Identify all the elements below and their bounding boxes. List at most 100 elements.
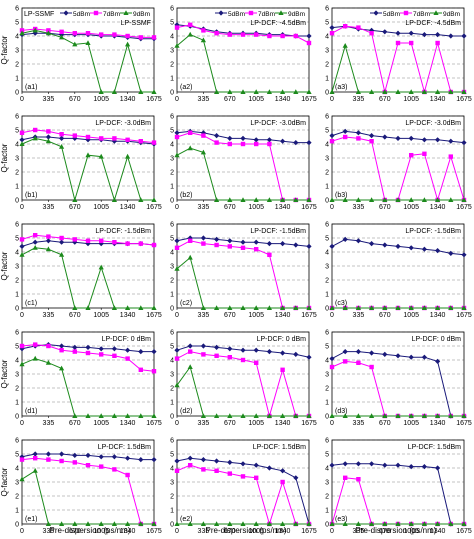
data-point-p9 [355,521,361,526]
data-point-p7 [125,472,130,478]
data-point-p7 [125,33,130,39]
data-point-p5 [253,239,259,245]
y-tick-label: 4 [15,250,19,257]
data-point-p5 [293,140,299,146]
y-tick-label: 4 [15,358,19,365]
x-tick-label: 335 [198,420,210,427]
data-point-p9 [461,89,467,94]
data-point-p7 [409,40,414,46]
plot-frame [21,7,155,93]
data-point-p7 [329,31,335,36]
x-tick-label: 1675 [301,204,317,211]
data-point-p9 [32,355,38,361]
data-point-p5 [435,358,441,364]
data-point-p7 [201,352,206,357]
y-tick-label: 6 [170,222,174,229]
data-point-p5 [253,347,259,353]
data-point-p5 [200,235,206,241]
y-tick-label: 3 [15,480,19,487]
data-point-p9 [461,197,467,202]
y-tick-label: 1 [170,400,174,407]
data-point-p5 [151,457,157,463]
x-tick-label: 1675 [456,312,472,319]
y-tick-label: 5 [170,344,174,351]
x-tick-label: 1340 [120,204,136,211]
data-point-p9 [151,413,157,418]
data-point-p7 [422,151,427,156]
y-tick-label: 4 [325,466,329,473]
data-point-p9 [293,305,299,310]
data-point-p9 [19,141,25,146]
data-point-p5 [355,349,361,355]
panel-label: (b3) [335,192,347,199]
x-tick-label: 0 [20,204,24,211]
data-point-p5 [408,354,414,360]
legend-label: 7dBm [103,11,120,18]
y-tick-label: 2 [15,386,19,393]
data-point-p9 [45,138,51,144]
legend-label: 7dBm [413,11,430,18]
panel-title: LP-DCF: 0 dBm [412,336,462,343]
x-tick-label: 0 [175,204,179,211]
x-tick-label: 670 [69,312,81,319]
data-point-p7 [174,25,180,30]
y-tick-label: 1 [170,508,174,515]
data-point-p9 [369,413,375,418]
y-tick-label: 4 [15,142,19,149]
data-point-p5 [408,135,414,141]
y-tick-label: 6 [170,438,174,445]
data-point-p9 [111,521,117,526]
x-tick-label: 1005 [403,96,419,103]
panel-title: LP-DCF: 1.5dBm [98,444,151,451]
data-point-p7 [85,463,91,468]
data-point-p7 [112,467,117,472]
data-point-p9 [280,521,286,526]
data-point-p9 [187,31,193,37]
data-point-p9 [125,153,131,159]
x-tick-label: 670 [379,96,391,103]
x-tick-label: 0 [330,96,334,103]
data-point-p9 [435,197,441,202]
data-point-p9 [174,382,180,388]
data-point-p7 [99,136,104,141]
data-point-p5 [111,346,117,352]
data-point-p9 [174,43,180,48]
data-point-p9 [98,413,104,418]
x-tick-label: 335 [198,528,210,535]
x-tick-label: 335 [43,312,55,319]
data-point-p9 [355,305,361,310]
legend-label: 7dBm [258,11,275,18]
y-tick-label: 1 [170,184,174,191]
x-tick-label: 335 [43,204,55,211]
data-point-p9 [111,89,117,94]
data-point-p9 [280,89,286,94]
data-point-p9 [253,197,259,202]
data-point-p9 [138,413,144,418]
panel-title: LP-SSMF [121,20,151,27]
legend-marker-p9 [123,10,129,15]
data-point-p9 [111,197,117,202]
x-tick-label: 335 [198,204,210,211]
x-tick-label: 0 [175,528,179,535]
data-point-p7 [138,367,143,372]
data-point-p9 [72,521,78,526]
data-point-p9 [306,521,312,526]
data-point-p9 [19,252,25,257]
data-point-p7 [214,31,219,36]
data-point-p5 [329,25,335,31]
x-tick-label: 1005 [248,96,264,103]
data-point-p9 [329,305,335,310]
y-tick-label: 0 [170,90,174,97]
y-tick-label: 2 [170,278,174,285]
x-tick-label: 1675 [146,420,162,427]
data-point-p5 [421,137,427,143]
data-point-p7 [112,240,117,245]
data-point-p5 [227,135,233,141]
data-point-p7 [254,141,259,147]
x-tick-label: 335 [198,96,210,103]
x-tick-label: 670 [69,420,81,427]
data-point-p7 [188,349,193,354]
data-point-p9 [200,37,206,43]
y-tick-label: 6 [325,438,329,445]
data-point-p9 [72,305,78,310]
